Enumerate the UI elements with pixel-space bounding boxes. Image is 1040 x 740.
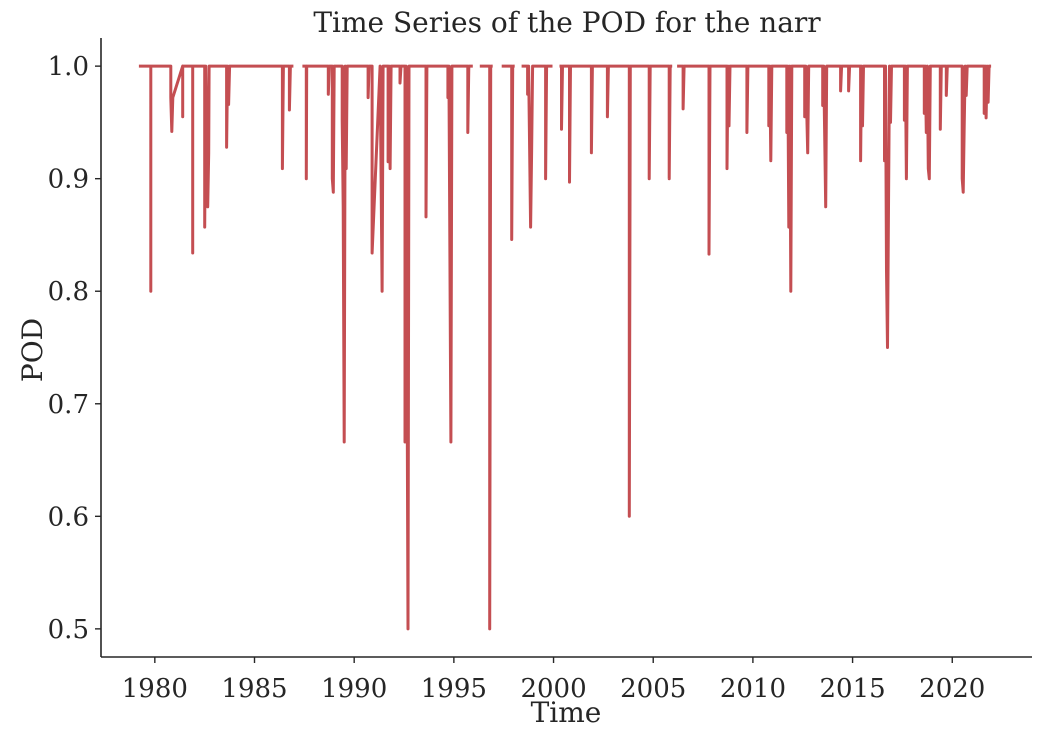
x-tick-label: 1980 [122, 674, 188, 704]
x-tick-label: 2015 [819, 674, 885, 704]
y-axis-ticks: 0.5 0.6 0.7 0.8 0.9 1.0 [48, 52, 101, 645]
y-tick-label: 0.9 [48, 165, 89, 195]
y-tick-label: 0.7 [48, 390, 89, 420]
series-line-segment [479, 64, 493, 631]
x-tick-label: 1995 [421, 674, 487, 704]
x-tick-label: 1985 [221, 674, 287, 704]
series-line-segment [501, 64, 515, 241]
y-tick-label: 0.5 [48, 615, 89, 645]
y-tick-label: 0.6 [48, 502, 89, 532]
x-axis-ticks: 1980 1985 1990 1995 2000 2005 2010 2015 2020 [122, 657, 985, 704]
x-tick-label: 2010 [720, 674, 786, 704]
chart-title: Time Series of the POD for the narr [313, 6, 821, 39]
y-axis-label: POD [16, 318, 49, 382]
series-line-segment [559, 64, 673, 518]
series-line-segment [138, 64, 294, 293]
x-tick-label: 2000 [520, 674, 586, 704]
y-tick-label: 0.8 [48, 277, 89, 307]
x-tick-label: 2020 [919, 674, 985, 704]
plot-area [138, 64, 992, 631]
x-axis-label: Time [531, 696, 602, 729]
x-tick-label: 1990 [321, 674, 387, 704]
x-tick-label: 2005 [620, 674, 686, 704]
y-tick-label: 1.0 [48, 52, 89, 82]
series-line-segment [677, 64, 992, 349]
series-line-segment [302, 64, 473, 631]
series-line-segment [521, 64, 553, 229]
